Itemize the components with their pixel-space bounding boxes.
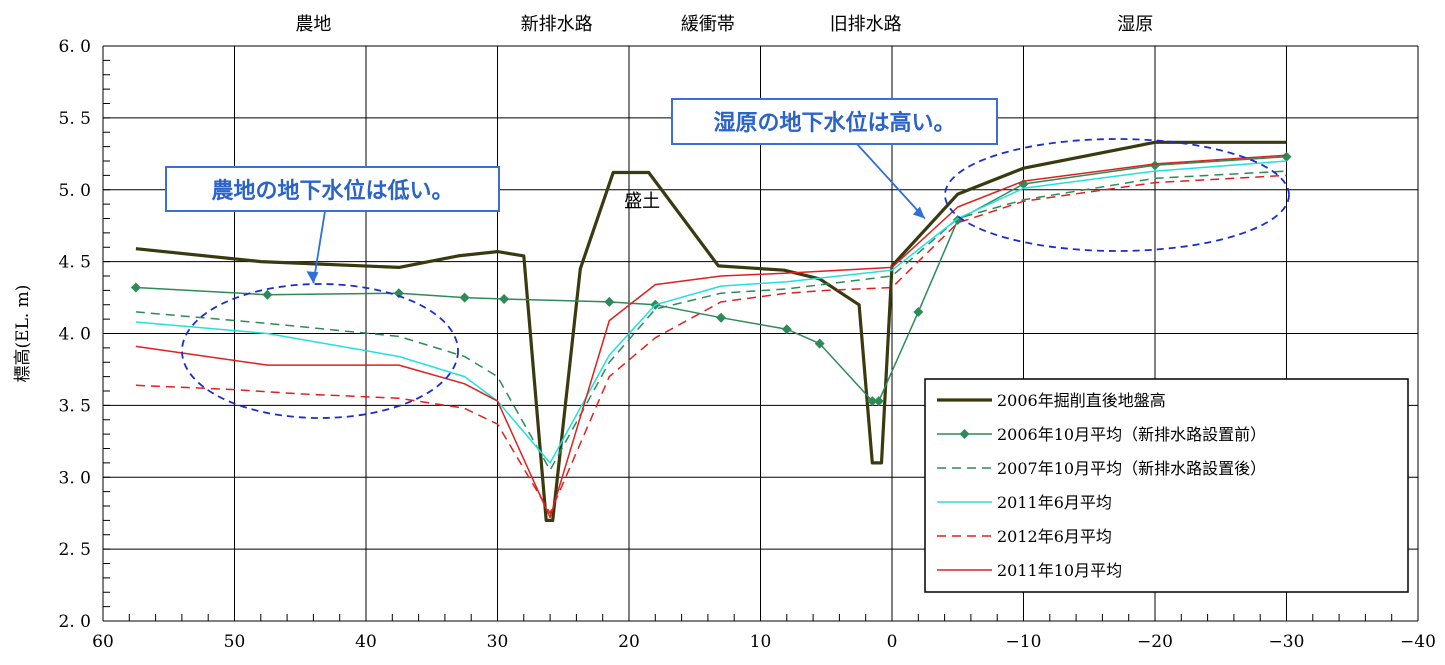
series-line (135, 174, 1287, 514)
zone-label: 新排水路 (521, 14, 593, 35)
legend-entry: 2006年10月平均（新排水路設置前） (997, 425, 1266, 444)
x-tick-label: 0 (887, 632, 898, 652)
farmland-arrow (312, 210, 326, 284)
x-tick-label: 10 (750, 632, 772, 652)
legend: 2006年掘削直後地盤高 2006年10月平均（新排水路設置前） 2007年10月平… (924, 378, 1409, 593)
farmland-ellipse (181, 283, 459, 419)
x-tick-label: 30 (487, 632, 509, 652)
series-marker (913, 306, 924, 317)
series-line (135, 160, 1287, 464)
x-tick-label: −10 (1006, 632, 1042, 652)
y-tick-label: 4. 5 (59, 253, 91, 273)
farmland-arrow-head (306, 271, 319, 284)
annotations: 盛土 湿原の地下水位は高い。農地の地下水位は低い。 (165, 98, 1290, 419)
y-tick-label: 3. 0 (59, 468, 91, 488)
series-marker (781, 324, 792, 335)
tick-labels: 2. 0 2. 5 3. 0 3. 5 4. 0 4. 5 5. 0 5. 5 6. 0 60 50… (59, 37, 1436, 652)
farmland-callout-box (165, 166, 500, 212)
y-tick-label: 2. 5 (59, 540, 91, 560)
y-tick-label: 5. 0 (59, 181, 91, 201)
zone-labels: 農地 新排水路 緩衝帯 旧排水路 湿原 (295, 14, 1153, 35)
series-marker (130, 282, 141, 293)
y-tick-label: 4. 0 (59, 325, 91, 345)
series-marker (459, 292, 470, 303)
zone-label: 湿原 (1117, 14, 1153, 35)
zone-label: 緩衝帯 (681, 14, 735, 35)
legend-marker (959, 429, 970, 439)
legend-entry: 2006年掘削直後地盤高 (997, 391, 1166, 410)
x-tick-label: 50 (224, 632, 246, 652)
series-marker (1150, 160, 1160, 171)
series-marker (604, 296, 615, 307)
x-tick-label: 60 (92, 632, 114, 652)
farmland-callout-text: 農地の地下水位は低い。 (211, 178, 453, 204)
x-tick-label: −30 (1269, 632, 1305, 652)
series-line (135, 154, 1287, 519)
zone-label: 農地 (295, 14, 331, 35)
legend-entry: 2011年10月平均 (997, 561, 1122, 580)
x-tick-label: −40 (1400, 632, 1436, 652)
wetland-arrow-head (912, 206, 925, 219)
legend-box (924, 378, 1409, 593)
annotation-label: 盛土 (624, 191, 660, 212)
series-marker (393, 288, 404, 299)
series-marker (1281, 151, 1292, 162)
y-tick-label: 2. 0 (59, 612, 91, 632)
series-marker (716, 312, 727, 323)
wetland-callout-text: 湿原の地下水位は高い。 (713, 110, 955, 136)
legend-entry: 2012年6月平均 (997, 527, 1112, 546)
series-marker (867, 396, 878, 407)
series-marker (814, 338, 825, 349)
wetland-arrow (856, 143, 926, 220)
legend-entry: 2011年6月平均 (997, 493, 1112, 512)
series-line (135, 140, 1287, 522)
series-marker (262, 289, 273, 300)
legend-entry: 2007年10月平均（新排水路設置後） (997, 459, 1266, 478)
y-axis-label: 標高(EL. m) (13, 285, 33, 383)
x-tick-label: 20 (618, 632, 640, 652)
zone-label: 旧排水路 (830, 14, 902, 35)
wetland-callout-box (671, 98, 998, 145)
series-marker (873, 396, 884, 407)
y-tick-label: 5. 5 (59, 109, 91, 129)
wetland-ellipse (944, 138, 1290, 252)
y-tick-label: 3. 5 (59, 396, 91, 416)
series-line (135, 170, 1287, 471)
y-tick-label: 6. 0 (59, 37, 91, 57)
series-lines (130, 140, 1292, 522)
series-marker (499, 294, 510, 304)
x-tick-label: −20 (1137, 632, 1173, 652)
x-tick-label: 40 (355, 632, 377, 652)
